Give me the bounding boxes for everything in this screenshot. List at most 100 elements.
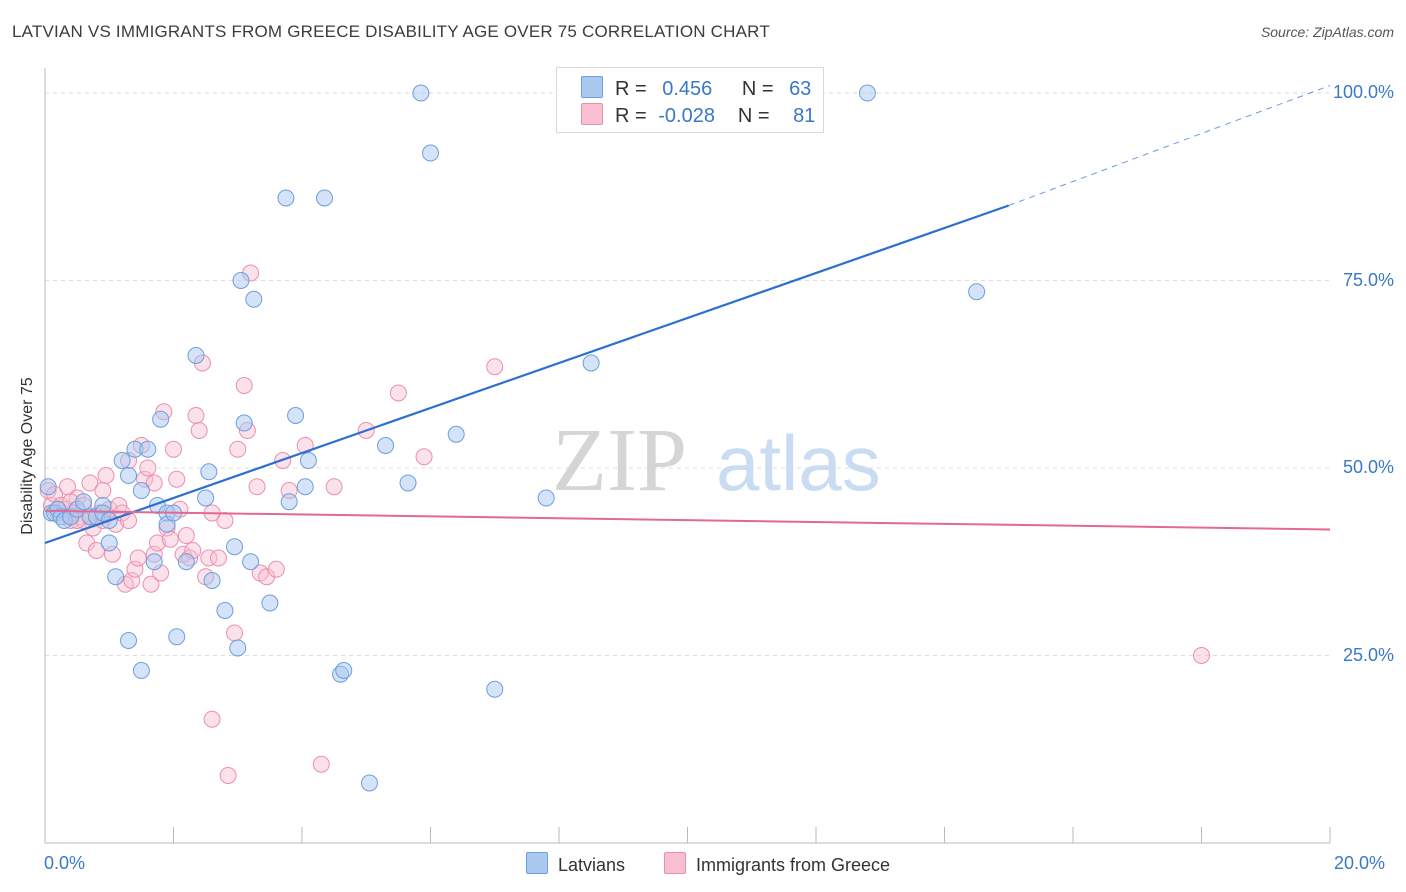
data-point-latvians — [277, 189, 295, 207]
y-tick-label: 25.0% — [1342, 644, 1394, 665]
data-point-greece — [248, 478, 266, 496]
bottom-legend-swatch-blue — [526, 852, 548, 874]
data-point-latvians — [399, 474, 417, 492]
trend-line-latvians-extension — [1008, 85, 1331, 206]
data-point-greece — [123, 572, 141, 589]
data-point-latvians — [412, 84, 430, 102]
x-tick-label-min: 0.0% — [44, 853, 86, 873]
data-point-latvians — [296, 478, 314, 496]
data-point-greece — [81, 474, 99, 492]
legend-n-label: N = — [737, 105, 770, 127]
legend-r-value-greece: -0.028 — [658, 105, 715, 127]
data-point-latvians — [235, 414, 253, 432]
axes — [44, 68, 1331, 844]
stats-legend-row-latvians: R = 0.456 N = 63 — [581, 76, 811, 100]
legend-r-label: R = — [615, 78, 647, 100]
data-point-greece — [389, 384, 407, 402]
legend-n-label: N = — [741, 78, 774, 100]
data-point-latvians — [100, 534, 118, 552]
data-point-latvians — [120, 632, 138, 649]
data-point-greece — [415, 448, 433, 466]
data-point-greece — [177, 527, 195, 544]
data-point-latvians — [486, 680, 504, 698]
data-point-latvians — [261, 594, 279, 612]
data-point-greece — [229, 440, 247, 458]
data-point-latvians — [245, 290, 263, 308]
data-point-greece — [1193, 647, 1210, 664]
data-point-greece — [235, 377, 253, 394]
data-point-latvians — [39, 478, 57, 496]
data-point-latvians — [242, 553, 260, 571]
data-point-greece — [129, 549, 147, 567]
data-point-greece — [97, 467, 115, 484]
data-point-greece — [226, 624, 244, 642]
data-point-latvians — [447, 425, 465, 443]
data-point-latvians — [968, 283, 986, 301]
data-point-latvians — [145, 553, 163, 571]
bottom-legend-swatch-pink — [664, 852, 686, 874]
trend-line-greece — [44, 509, 1331, 531]
y-tick-label: 50.0% — [1342, 457, 1394, 477]
data-point-latvians — [203, 572, 221, 589]
legend-swatch-pink — [581, 103, 603, 125]
watermark: ZIP atlas — [552, 411, 881, 510]
data-point-latvians — [113, 452, 131, 469]
data-point-latvians — [152, 410, 170, 428]
data-point-greece — [168, 470, 186, 488]
data-point-latvians — [582, 354, 600, 372]
x-tick-label-max: 20.0% — [1334, 853, 1386, 873]
data-point-latvians — [377, 437, 395, 454]
data-point-latvians — [226, 538, 244, 556]
data-point-latvians — [422, 144, 439, 162]
data-point-greece — [486, 358, 504, 376]
y-tick-label: 100.0% — [1332, 82, 1394, 102]
data-point-greece — [209, 549, 227, 567]
data-point-greece — [200, 549, 218, 567]
data-point-latvians — [315, 189, 333, 207]
data-point-greece — [190, 422, 208, 439]
data-point-greece — [87, 542, 105, 559]
y-tick-label: 75.0% — [1342, 269, 1394, 290]
data-point-latvians — [120, 467, 138, 484]
data-point-greece — [126, 560, 144, 578]
data-point-latvians — [168, 628, 186, 646]
data-point-latvians — [200, 463, 218, 481]
data-point-greece — [219, 767, 237, 784]
chart-title: LATVIAN VS IMMIGRANTS FROM GREECE DISABI… — [12, 22, 770, 41]
data-point-greece — [145, 474, 163, 492]
data-point-greece — [161, 530, 179, 548]
data-point-latvians — [280, 493, 298, 511]
data-point-latvians — [299, 452, 317, 469]
grid-lines — [45, 92, 1330, 656]
legend-n-value-latvians: 63 — [789, 78, 812, 100]
legend-r-label: R = — [615, 105, 647, 127]
legend-n-value-greece: 81 — [793, 105, 816, 127]
bottom-legend-greece-label: Immigrants from Greece — [696, 855, 891, 875]
data-point-latvians — [132, 482, 150, 499]
data-point-greece — [142, 575, 160, 593]
data-point-latvians — [858, 84, 876, 102]
bottom-legend-latvians-label: Latvians — [558, 855, 626, 875]
data-point-latvians — [197, 489, 215, 507]
data-point-latvians — [232, 272, 250, 289]
legend-r-value-latvians: 0.456 — [662, 78, 713, 100]
watermark-atlas: atlas — [716, 419, 881, 507]
data-point-greece — [165, 440, 182, 458]
series-latvians-points — [39, 84, 986, 792]
data-point-latvians — [335, 662, 353, 679]
data-point-latvians — [360, 774, 378, 792]
data-point-latvians — [229, 639, 247, 657]
bottom-legend-latvians: Latvians — [526, 852, 625, 876]
data-point-latvians — [287, 407, 305, 424]
data-point-latvians — [187, 347, 205, 364]
source-label: Source: ZipAtlas.com — [1260, 24, 1394, 40]
stats-legend: R = 0.456 N = 63 R = -0.028 N = 81 — [556, 67, 824, 133]
data-point-latvians — [537, 489, 555, 507]
data-point-latvians — [107, 568, 125, 586]
y-axis-label: Disability Age Over 75 — [19, 377, 36, 535]
data-point-latvians — [75, 493, 93, 511]
data-point-greece — [148, 534, 166, 552]
data-point-latvians — [177, 553, 195, 571]
legend-swatch-blue — [581, 76, 603, 98]
